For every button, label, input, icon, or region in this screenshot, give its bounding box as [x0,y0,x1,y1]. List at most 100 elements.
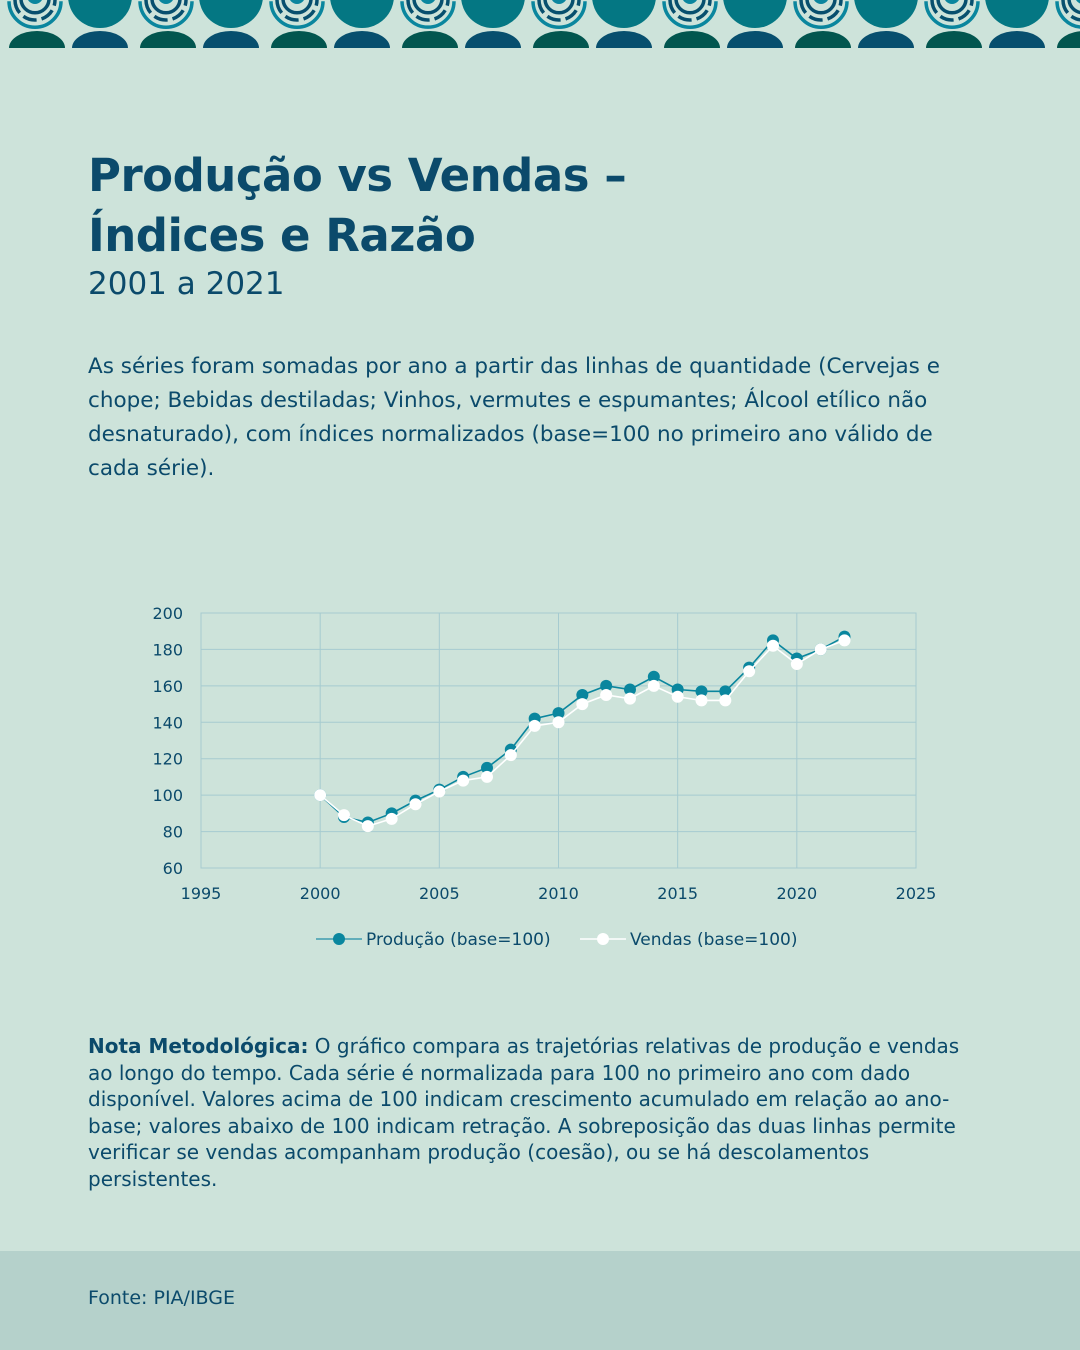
methodology-note: Nota Metodológica: O gráfico compara as … [88,1033,988,1192]
data-point [624,692,636,705]
circle-shape [985,0,1049,28]
data-point [719,694,732,707]
data-point [647,670,660,683]
half-circle-shape [9,31,65,48]
y-tick-label: 140 [152,713,183,732]
legend-item: Vendas (base=100) [580,930,798,950]
legend-marker [333,933,345,945]
x-tick-label: 2010 [538,884,579,903]
data-point [314,789,327,802]
half-circle-shape [203,31,259,48]
data-point [600,688,613,701]
line-chart: 60 80 100 120 140 160 180 200 1995 2000 2005 2010 20… [152,604,937,950]
page-subtitle: 2001 a 2021 [88,266,285,302]
intro-paragraph: As séries foram somadas por ano a partir… [88,354,940,481]
y-tick-label: 200 [152,604,183,623]
half-circle-shape [858,31,914,48]
data-point [743,665,756,678]
note-label: Nota Metodológica: [88,1034,309,1058]
circle-shape [199,0,263,28]
half-circle-shape [402,31,458,48]
data-point [600,679,613,692]
data-point [647,679,660,692]
data-point [457,774,470,787]
title-line-2: Índices e Razão [88,209,476,262]
data-point [385,812,398,825]
footer-band [0,1251,1080,1350]
page-title: Produção vs Vendas – Índices e Razão [88,146,627,266]
legend-label: Produção (base=100) [366,930,551,950]
series-producao [314,630,851,829]
data-point [624,683,636,696]
data-point [814,643,827,656]
half-circle-shape [533,31,589,48]
data-point [433,785,446,798]
data-point [671,690,684,703]
source-text: Fonte: PIA/IBGE [88,1287,235,1309]
half-circle-shape [727,31,783,48]
x-tick-label: 2020 [776,884,817,903]
data-point [361,820,374,833]
half-circle-shape [795,31,851,48]
y-tick-label: 100 [152,786,183,805]
circle-shape [854,0,918,28]
data-point [552,716,565,729]
half-circle-shape [664,31,720,48]
half-circle-shape [989,31,1045,48]
swirl-icon [7,0,63,29]
swirl-icon [793,0,849,29]
half-circle-shape [465,31,521,48]
y-tick-label: 160 [152,677,183,696]
half-circle-shape [334,31,390,48]
swirl-icon [1055,0,1080,29]
note-text: O gráfico compara as trajetórias relativ… [88,1034,960,1191]
legend-label: Vendas (base=100) [630,930,798,950]
y-tick-label: 60 [163,859,183,878]
data-point [695,685,708,698]
data-point [338,809,350,822]
data-point [695,694,708,707]
x-tick-label: 2015 [657,884,698,903]
swirl-icon [400,0,456,29]
x-tick-label: 2005 [419,884,460,903]
circle-shape [330,0,394,28]
half-circle-shape [1057,31,1080,48]
swirl-icon [531,0,587,29]
circle-shape [68,0,132,28]
data-point [767,639,779,652]
half-circle-shape [72,31,128,48]
y-tick-label: 80 [163,823,183,842]
circle-shape [461,0,525,28]
half-circle-shape [140,31,196,48]
x-tick-label: 1995 [181,884,222,903]
data-point [790,658,803,670]
data-point [719,685,732,698]
data-point [504,749,517,762]
y-tick-label: 120 [152,750,183,769]
series-line [319,639,845,827]
legend-marker [597,933,609,945]
x-tick-label: 2000 [300,884,341,903]
swirl-icon [662,0,718,29]
title-line-1: Produção vs Vendas – [88,149,627,202]
swirl-icon [924,0,980,29]
circle-shape [723,0,787,28]
legend-item: Produção (base=100) [316,930,551,950]
data-point [576,698,589,711]
data-point [481,761,493,774]
half-circle-shape [926,31,982,48]
legend: Produção (base=100) Vendas (base=100) [316,930,798,950]
data-point [838,634,851,647]
data-point [552,707,565,720]
series-line [319,635,845,824]
half-circle-shape [596,31,652,48]
data-point [481,770,493,783]
data-point [528,719,541,732]
circle-shape [592,0,656,28]
swirl-icon [138,0,194,29]
half-circle-shape [271,31,327,48]
x-tick-label: 2025 [896,884,937,903]
decorative-header-pattern [7,0,1080,48]
data-point [576,688,589,701]
data-point [409,798,422,811]
